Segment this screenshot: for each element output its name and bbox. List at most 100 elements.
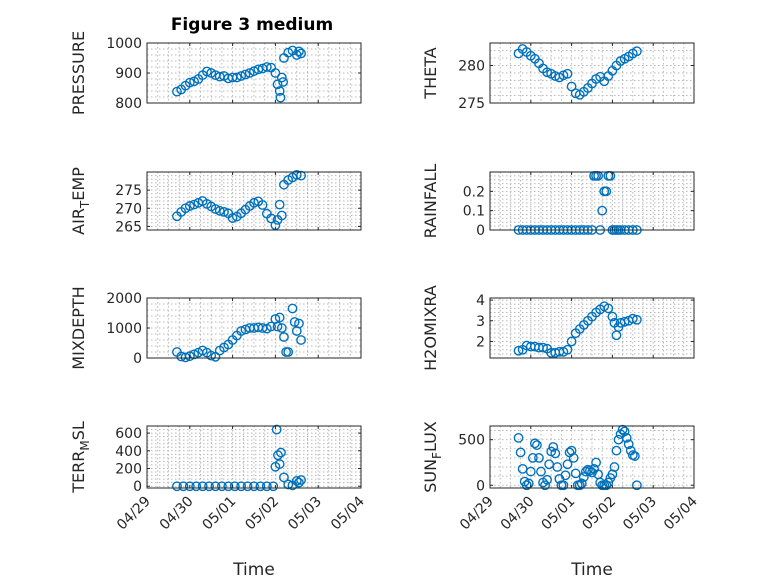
data-point [202,66,212,77]
data-point [189,349,199,360]
y-tick-label: 0 [133,351,142,367]
data-point [515,447,526,458]
data-point [210,204,221,214]
data-point [236,326,247,336]
data-point [274,459,285,469]
y-tick-label: 4 [476,293,485,309]
data-point [617,424,628,435]
data-point [568,453,579,463]
data-point [197,481,208,492]
data-point [184,481,195,492]
data-point [249,66,259,77]
y-tick-label: 0 [133,479,142,495]
subplot-2: 275 280 THETA [421,42,695,112]
axes-frame [489,42,695,104]
data-point [619,426,630,437]
data-point [253,64,264,75]
data-point [257,200,268,210]
y-axis-label: PRESSURE [69,31,88,115]
data-point [227,213,238,223]
y-tick-label: 0.1 [463,204,485,220]
data-point [562,68,573,79]
x-tick-label: 05/02 [579,494,619,534]
data-point [570,468,581,479]
data-point [283,479,294,490]
y-tick-label: 0.2 [463,184,485,200]
data-point [621,432,632,443]
data-point [172,481,182,492]
data-point [513,432,524,443]
data-point [601,480,612,491]
data-point [271,424,282,435]
data-point [184,77,195,88]
y-tick-label: 600 [115,426,142,442]
subplot-1: 800 900 1000 PRESSURE [69,31,362,115]
data-point [532,440,542,451]
data-point [184,351,195,362]
data-point [270,68,281,78]
data-point [631,46,642,57]
y-axis-label: SUNFLUX [421,421,444,493]
data-point [261,481,272,492]
data-point [296,335,306,345]
subplot-6: 2 3 4 H2OMIXRA [421,285,695,371]
subplot-4: 0 0.1 0.2 RAINFALL [421,164,695,239]
subplot-8: 0 500 04/29 04/30 05/01 05/02 05/03 05/04 Time SU… [421,421,701,580]
y-axis-label: AIRTEMP [69,167,92,235]
data-point [536,466,546,477]
data-point [272,321,283,332]
data-point [275,92,286,103]
data-point [278,77,289,87]
axes-frame [146,425,362,489]
data-point [189,199,199,210]
data-point [279,332,289,342]
data-point [631,314,642,325]
y-tick-label: 275 [115,183,142,199]
data-point [219,206,229,217]
data-point [548,442,559,452]
y-tick-label: 270 [115,201,142,217]
data-point [206,350,217,361]
data-point [214,205,225,216]
data-point [289,317,300,327]
data-point [291,476,302,486]
data-point [231,72,242,83]
x-axis-label: Time [570,560,613,580]
y-tick-label: 500 [458,433,485,449]
x-tick-label: 05/01 [200,494,240,534]
data-point [527,453,538,463]
x-tick-label: 04/30 [157,494,197,534]
data-point [276,72,287,83]
y-tick-label: 0 [476,478,485,494]
subplot-3: 265 270 275 AIRTEMP [69,167,362,235]
data-point [296,475,306,485]
data-point [629,451,640,461]
y-axis-label: TERRMSL [69,421,92,494]
y-tick-label: 265 [115,219,142,235]
data-point [240,69,251,80]
data-point [540,480,550,491]
data-point [261,62,272,72]
data-point [611,445,622,456]
subplot-5: 0 1000 2000 MIXDEPTH [69,286,362,370]
axes-background [489,297,695,359]
x-tick-label: 04/29 [457,494,497,534]
x-tick-label: 05/03 [620,494,660,534]
y-axis-label: MIXDEPTH [69,286,88,369]
x-axis-label: Time [232,560,275,580]
data-point [529,438,540,449]
y-tick-label: 200 [115,462,142,478]
data-point [244,68,255,78]
data-point [279,472,289,483]
data-point [550,448,561,459]
data-point [294,46,304,57]
data-point [204,481,214,492]
x-tick-label: 04/30 [498,494,538,534]
data-point [525,466,536,477]
x-tick-label: 05/02 [242,494,282,534]
axes-frame [489,425,695,489]
y-tick-label: 1000 [106,36,142,52]
data-point [266,213,277,224]
